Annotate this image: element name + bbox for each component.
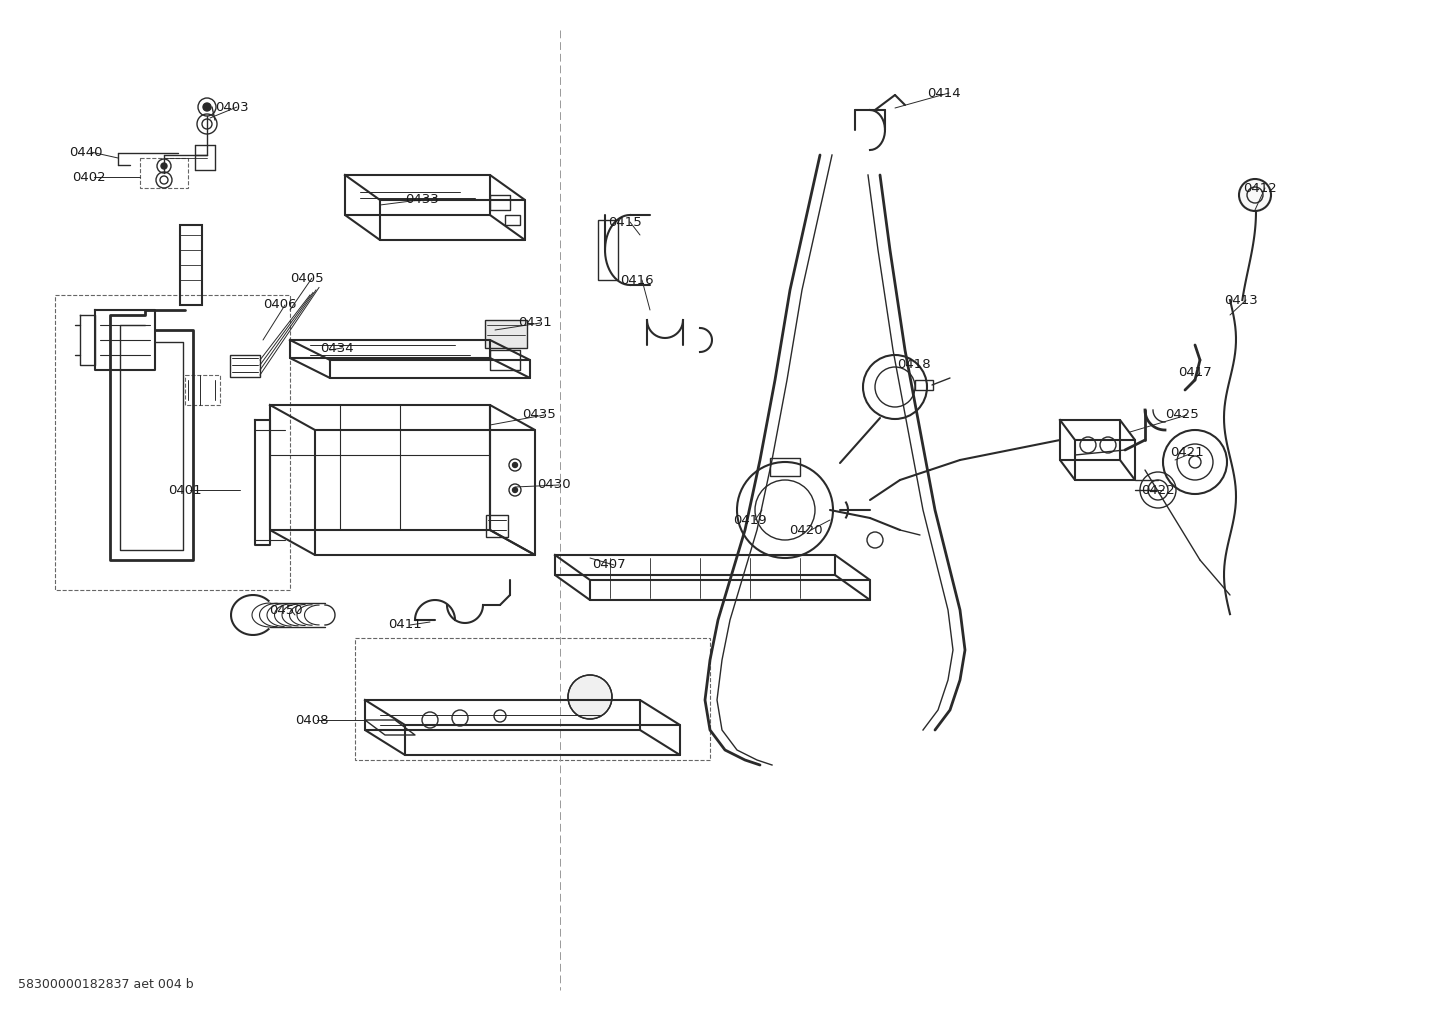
Text: 0413: 0413 [1224,293,1257,307]
Text: 0450: 0450 [270,603,303,616]
Text: 0411: 0411 [388,619,421,632]
Bar [355,638,709,760]
Text: 0422: 0422 [1141,483,1175,496]
Text: 0435: 0435 [522,409,555,422]
Text: 0406: 0406 [262,299,297,312]
Bar [916,380,933,390]
Text: 0416: 0416 [620,273,653,286]
Bar [55,294,290,590]
Circle shape [568,675,611,719]
Bar [485,320,526,348]
Text: 0414: 0414 [927,87,960,100]
Text: 0434: 0434 [320,341,353,355]
Bar [486,515,508,537]
Circle shape [203,103,211,111]
Text: 0431: 0431 [518,317,552,329]
Circle shape [512,487,518,492]
Text: 0415: 0415 [609,215,642,228]
Text: 0419: 0419 [733,514,767,527]
Bar [505,215,521,225]
Text: 0418: 0418 [897,359,930,372]
Bar [185,375,221,405]
Circle shape [162,163,167,169]
Text: 0408: 0408 [296,713,329,727]
Text: 0407: 0407 [593,558,626,572]
Text: 0412: 0412 [1243,181,1276,195]
Bar [770,458,800,476]
Bar [140,158,187,187]
Circle shape [1239,179,1270,211]
Text: 0440: 0440 [69,146,102,159]
Text: 0417: 0417 [1178,367,1211,379]
Text: 0430: 0430 [536,479,571,491]
Text: 0405: 0405 [290,271,323,284]
Text: 0421: 0421 [1169,446,1204,460]
Text: 0425: 0425 [1165,409,1198,422]
Circle shape [512,463,518,468]
Text: 0420: 0420 [789,524,822,536]
Text: 0433: 0433 [405,193,438,206]
Bar [231,355,260,377]
Text: 0402: 0402 [72,170,105,183]
Bar [598,220,619,280]
Bar [180,225,202,305]
Text: 0401: 0401 [169,483,202,496]
Text: 58300000182837 aet 004 b: 58300000182837 aet 004 b [17,978,193,991]
Text: 0403: 0403 [215,101,248,113]
